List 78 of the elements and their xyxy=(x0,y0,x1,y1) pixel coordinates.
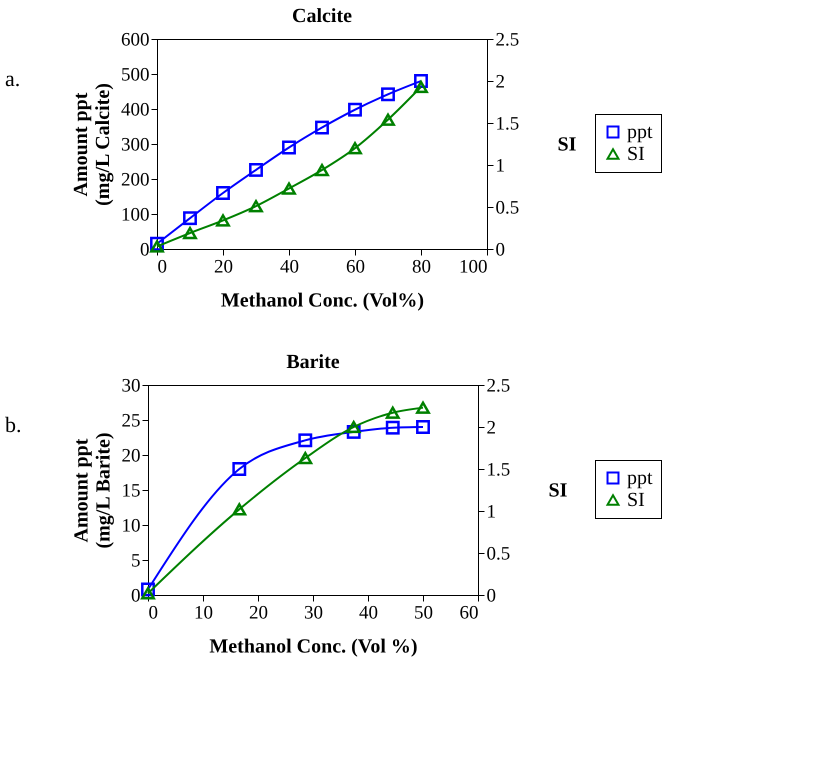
y2-tick-label: 2 xyxy=(496,72,505,92)
point xyxy=(348,102,362,117)
y-axis-title: Amount ppt (mg/L Calcite) xyxy=(70,83,114,206)
x-tick-label: 10 xyxy=(194,602,213,624)
x-tick-label: 50 xyxy=(414,602,433,624)
chart-title: Barite xyxy=(286,351,340,373)
y-tick-label: 500 xyxy=(121,64,150,86)
point xyxy=(315,120,329,134)
point xyxy=(346,420,361,434)
x-tick-label: 0 xyxy=(158,256,167,278)
point xyxy=(381,113,395,126)
y2-tick-label: 1 xyxy=(486,502,496,522)
y2-tick-label: 0.5 xyxy=(486,544,510,564)
point xyxy=(348,142,362,154)
y-axis-title: Amount ppt (mg/L Barite) xyxy=(70,432,114,549)
y2-tick-label: 1 xyxy=(496,156,505,176)
y2-axis-title: SI xyxy=(558,134,577,156)
y2-tick-label: 2 xyxy=(486,418,496,438)
y-tick-label: 15 xyxy=(122,480,140,502)
y2-tick-label: 0 xyxy=(496,240,505,260)
x-tick-label: 40 xyxy=(359,602,378,624)
x-tick-label: 100 xyxy=(459,256,488,278)
x-tick-label: 60 xyxy=(460,602,478,624)
legend-label: SI xyxy=(627,143,645,165)
x-tick-label: 80 xyxy=(412,256,431,278)
point xyxy=(298,433,312,448)
y-tick-label: 30 xyxy=(122,376,140,396)
y2-tick-label: 2.5 xyxy=(496,30,520,50)
point xyxy=(183,226,197,240)
y2-tick-label: 1.5 xyxy=(486,460,510,480)
y2-axis-title: SI xyxy=(548,480,568,502)
chart-title: Calcite xyxy=(292,5,352,27)
y2-tick-label: 2.5 xyxy=(486,376,510,396)
point xyxy=(315,164,329,176)
point xyxy=(381,87,395,102)
x-tick-label: 30 xyxy=(304,602,323,624)
y2-tick-label: 1.5 xyxy=(496,114,520,134)
y-tick-label: 100 xyxy=(121,204,150,226)
y-tick-label: 25 xyxy=(122,410,140,432)
y-tick-label: 200 xyxy=(121,170,150,190)
y-tick-label: 0 xyxy=(140,240,150,260)
y2-tick-label: 0.5 xyxy=(496,198,520,218)
x-tick-label: 20 xyxy=(249,602,268,624)
point xyxy=(232,503,246,516)
legend-label: SI xyxy=(627,489,645,511)
point xyxy=(298,452,312,464)
x-tick-label: 20 xyxy=(214,256,233,278)
x-tick-label: 40 xyxy=(280,256,299,278)
y-tick-label: 20 xyxy=(122,446,140,466)
point xyxy=(282,182,296,195)
point xyxy=(249,162,263,177)
point xyxy=(416,420,430,434)
point xyxy=(183,211,197,226)
text: b. xyxy=(5,412,22,437)
x-axis-title: Methanol Conc. (Vol%) xyxy=(220,290,424,312)
y-tick-label: 10 xyxy=(122,516,140,536)
text: a. xyxy=(5,66,20,91)
y-tick-label: 600 xyxy=(121,30,150,50)
point xyxy=(232,462,246,476)
point xyxy=(282,140,296,154)
y-tick-label: 400 xyxy=(121,100,150,120)
point xyxy=(141,587,155,600)
point xyxy=(414,80,428,94)
point xyxy=(386,406,400,419)
point xyxy=(416,401,430,414)
y2-tick-label: 0 xyxy=(486,586,496,606)
y-tick-label: 5 xyxy=(131,550,140,572)
point xyxy=(249,200,263,212)
x-tick-label: 60 xyxy=(346,256,365,278)
y-tick-label: 300 xyxy=(121,134,150,156)
y-tick-label: 0 xyxy=(131,586,140,606)
point xyxy=(386,420,400,435)
legend-label: ppt xyxy=(627,121,653,143)
point xyxy=(216,214,230,227)
legend-label: ppt xyxy=(627,467,653,489)
point xyxy=(216,186,230,200)
point xyxy=(150,240,164,253)
x-axis-title: Methanol Conc. (Vol %) xyxy=(209,636,418,658)
